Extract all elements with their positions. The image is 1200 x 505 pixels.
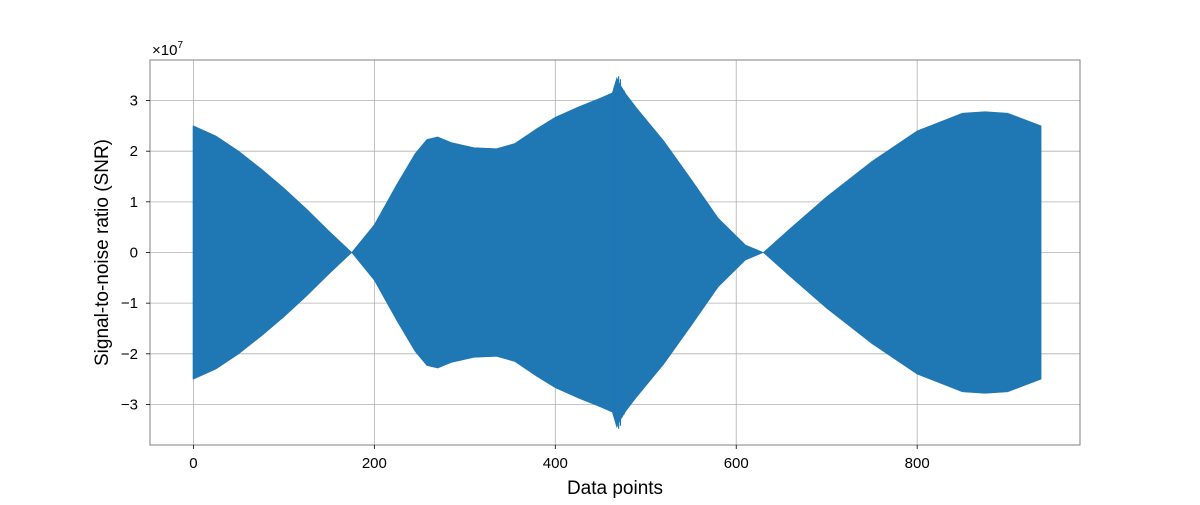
y-tick-label: 1	[130, 194, 138, 211]
x-tick-label: 200	[362, 455, 387, 472]
y-axis-ticks: −3 −2 −1 0 1 2 3	[121, 93, 150, 413]
x-tick-label: 400	[543, 455, 568, 472]
y-tick-label: −1	[121, 295, 138, 312]
y-axis-label: Signal-to-noise ratio (SNR)	[92, 139, 113, 366]
x-tick-label: 800	[905, 455, 930, 472]
snr-series-spikes	[192, 76, 625, 429]
x-tick-label: 600	[724, 455, 749, 472]
y-tick-label: −3	[121, 396, 138, 413]
y-tick-label: 3	[130, 93, 138, 110]
x-tick-label: 0	[189, 455, 197, 472]
y-axis-multiplier: ×107	[152, 40, 183, 59]
x-axis-ticks: 0 200 400 600 800	[189, 445, 930, 472]
y-tick-label: −2	[121, 346, 138, 363]
y-tick-label: 2	[130, 143, 138, 160]
x-axis-label: Data points	[567, 478, 663, 499]
y-tick-label: 0	[130, 245, 138, 262]
